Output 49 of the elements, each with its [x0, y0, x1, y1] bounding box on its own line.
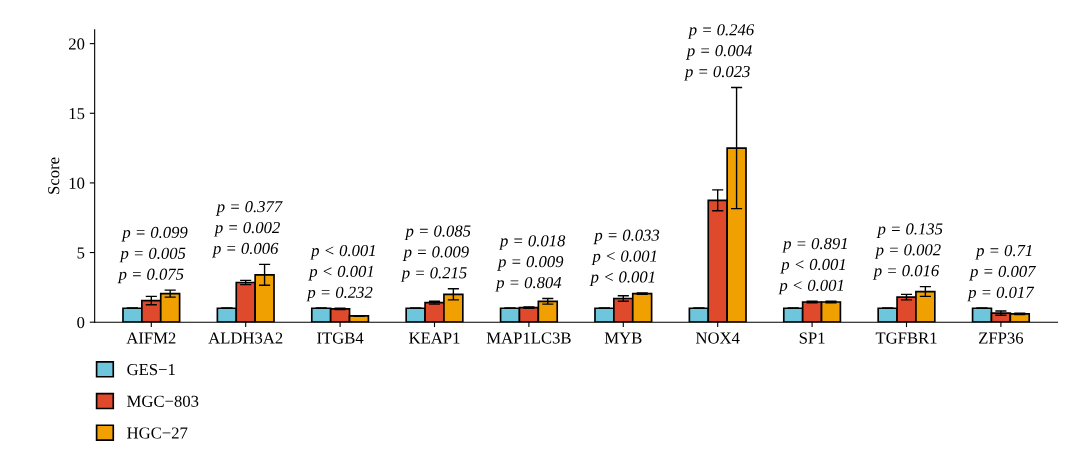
y-tick-label: 20 — [69, 38, 85, 50]
annotation: p = 0.004 — [685, 45, 752, 60]
legend-label: GES−1 — [127, 363, 175, 376]
annotation: p = 0.71 — [975, 244, 1032, 260]
annotation: p = 0.007 — [969, 265, 1037, 281]
x-tick-label: ITGB4 — [317, 332, 364, 344]
annotation: p < 0.001 — [591, 250, 657, 266]
annotation: p = 0.085 — [404, 225, 471, 241]
legend-label: MGC−803 — [127, 395, 199, 407]
x-tick-label: AIFM2 — [126, 332, 176, 344]
x-tick-label: ALDH3A2 — [208, 332, 283, 344]
annotation: p = 0.002 — [874, 244, 941, 259]
annotation: p = 0.006 — [212, 242, 279, 258]
annotation: p = 0.016 — [872, 265, 940, 280]
y-axis-title: Score — [48, 157, 60, 194]
annotation: p < 0.001 — [780, 258, 845, 274]
annotation: p = 0.804 — [495, 276, 562, 292]
x-tick-label: SP1 — [799, 332, 825, 344]
annotation: p = 0.023 — [684, 65, 750, 81]
y-tick-label: 10 — [69, 177, 85, 189]
annotation: p = 0.232 — [306, 286, 373, 302]
x-tick-label: ZFP36 — [979, 332, 1024, 344]
annotation: p = 0.018 — [498, 235, 566, 250]
annotation: p = 0.891 — [782, 237, 847, 253]
annotation: p = 0.377 — [215, 201, 283, 216]
x-tick-label: KEAP1 — [409, 332, 460, 344]
x-tick-label: MYB — [604, 332, 642, 344]
annotation: p = 0.002 — [213, 221, 280, 237]
annotation: p = 0.009 — [402, 246, 469, 261]
annotation: p < 0.001 — [589, 271, 655, 286]
annotation: p = 0.215 — [400, 267, 467, 282]
annotation: p = 0.135 — [876, 223, 943, 238]
annotation: p = 0.017 — [967, 286, 1035, 302]
annotation: p < 0.001 — [310, 244, 375, 260]
x-tick-label: MAP1LC3B — [486, 332, 571, 344]
annotation: p = 0.099 — [121, 226, 188, 242]
y-tick-label: 15 — [69, 108, 85, 120]
y-tick-label: 5 — [77, 247, 85, 259]
annotation: p < 0.001 — [308, 265, 373, 281]
annotation: p = 0.009 — [497, 256, 564, 271]
annotation: p = 0.075 — [117, 268, 184, 284]
x-tick-label: NOX4 — [695, 332, 740, 344]
annotation: p = 0.033 — [593, 229, 660, 245]
annotation: p = 0.246 — [687, 24, 755, 39]
legend-label: HGC−27 — [127, 427, 188, 439]
y-tick-label: 0 — [77, 316, 85, 329]
x-tick-label: TGFBR1 — [875, 332, 937, 344]
annotation: p = 0.005 — [119, 247, 186, 263]
annotation: p < 0.001 — [778, 279, 844, 295]
